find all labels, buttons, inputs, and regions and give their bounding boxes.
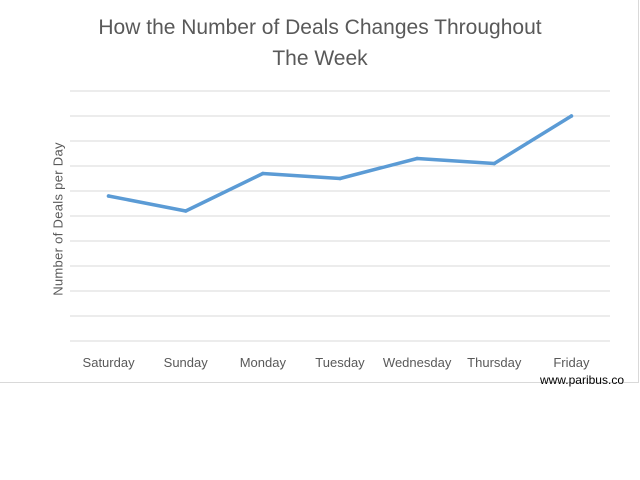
data-point xyxy=(261,171,265,176)
chart-frame: How the Number of Deals Changes Througho… xyxy=(0,0,639,387)
data-point xyxy=(338,176,342,181)
series-line xyxy=(106,114,574,213)
x-tick-label: Monday xyxy=(240,355,287,370)
x-tick-label: Wednesday xyxy=(383,355,452,370)
data-point xyxy=(106,194,111,198)
x-tick-label: Thursday xyxy=(467,355,522,370)
data-point xyxy=(492,161,497,166)
data-point xyxy=(183,209,188,213)
x-tick-label: Friday xyxy=(553,355,590,370)
x-tick-label: Sunday xyxy=(164,355,209,370)
data-point xyxy=(415,156,419,161)
x-tick-label: Saturday xyxy=(83,355,136,370)
chart-title: How the Number of Deals Changes Througho… xyxy=(98,16,542,70)
x-tick-label: Tuesday xyxy=(315,355,365,370)
chart-plot: Saturday Sunday Monday Tuesday Wednesday Thur… xyxy=(70,90,610,370)
watermark: www.paribus.co xyxy=(539,373,624,387)
data-point xyxy=(569,114,574,118)
